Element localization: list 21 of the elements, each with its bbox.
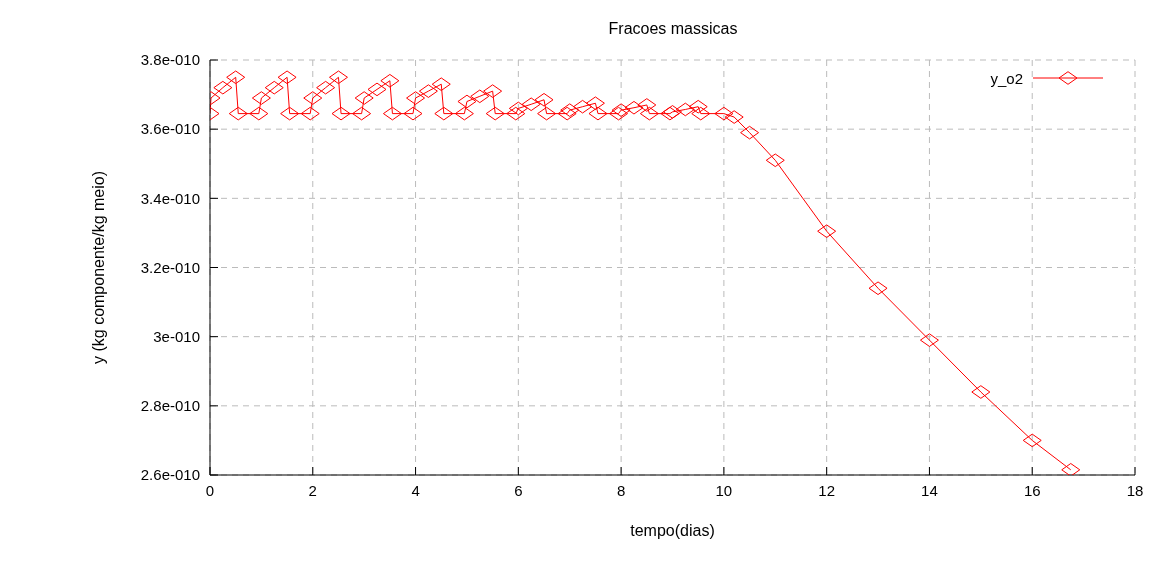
y-tick-label: 3.4e-010 [140,189,200,207]
legend-label: y_o2 [990,69,1023,87]
x-tick-label: 6 [514,481,523,499]
chart-title: Fracoes massicas [608,20,738,37]
x-tick-label: 10 [715,481,733,499]
y-tick-label: 3.8e-010 [140,51,200,69]
x-tick-label: 8 [616,481,626,499]
x-tick-label: 0 [205,481,215,499]
x-tick-label: 2 [308,481,317,499]
y-tick-label: 3e-010 [153,327,200,345]
y-axis-title: y (kg componente/kg meio) [89,171,107,364]
x-tick-label: 16 [1023,481,1041,499]
y-tick-label: 3.6e-010 [140,120,200,138]
y-tick-label: 3.2e-010 [140,258,200,276]
y-tick-label: 2.6e-010 [140,466,200,484]
x-axis-title: tempo(dias) [630,522,715,539]
x-tick-label: 4 [411,481,420,499]
y-tick-label: 2.8e-010 [140,397,200,415]
x-tick-label: 14 [921,481,938,499]
x-tick-label: 12 [818,481,836,499]
x-tick-label: 18 [1126,481,1144,499]
